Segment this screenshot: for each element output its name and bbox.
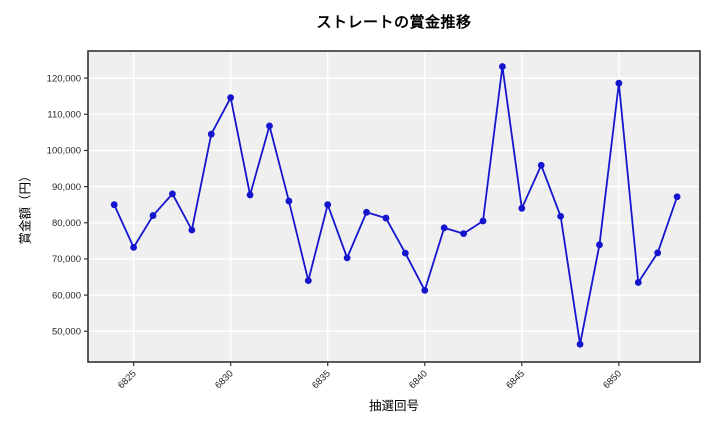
x-tick-label: 6850 (601, 368, 624, 391)
data-point (634, 279, 642, 286)
y-tick-label: 90,000 (52, 182, 81, 193)
data-point (149, 212, 157, 219)
plot-border (87, 50, 701, 363)
data-point (110, 201, 118, 209)
data-point (363, 208, 370, 216)
data-point (188, 226, 196, 234)
data-point (615, 79, 623, 87)
data-point (537, 161, 545, 169)
data-point (421, 286, 429, 294)
data-point (130, 243, 138, 251)
data-point (227, 94, 235, 102)
y-tick-label: 70,000 (52, 254, 81, 265)
data-point (479, 217, 487, 225)
y-tick-label: 50,000 (52, 326, 81, 337)
y-tick-label: 60,000 (52, 290, 81, 301)
data-point (499, 63, 506, 70)
data-line (113, 65, 678, 346)
data-point (266, 122, 273, 130)
data-point (285, 197, 293, 205)
data-point (460, 230, 467, 238)
data-point (207, 130, 215, 138)
data-point (304, 277, 312, 285)
data-point (673, 193, 681, 201)
data-point (246, 191, 254, 199)
data-point (343, 254, 351, 262)
x-axis-label: 抽選回号 (368, 399, 419, 413)
data-point (654, 249, 662, 257)
y-tick-label: 80,000 (52, 218, 81, 229)
chart-title: ストレートの賞金推移 (316, 14, 472, 31)
data-point (401, 249, 409, 257)
x-tick-label: 6825 (116, 368, 139, 391)
y-tick-label: 120,000 (47, 73, 81, 84)
y-tick-label: 110,000 (47, 109, 81, 120)
data-point (169, 190, 176, 198)
data-point (596, 241, 603, 249)
data-point (440, 224, 448, 232)
x-tick-label: 6830 (213, 368, 236, 391)
data-point (324, 201, 332, 209)
plot-background (88, 51, 700, 362)
y-tick-label: 100,000 (47, 146, 81, 157)
data-point (557, 212, 565, 220)
data-point (382, 214, 390, 222)
x-tick-label: 6845 (504, 368, 527, 391)
data-point (518, 204, 526, 212)
x-tick-label: 6840 (407, 368, 430, 391)
data-point (576, 340, 584, 348)
x-tick-label: 6835 (310, 368, 333, 391)
